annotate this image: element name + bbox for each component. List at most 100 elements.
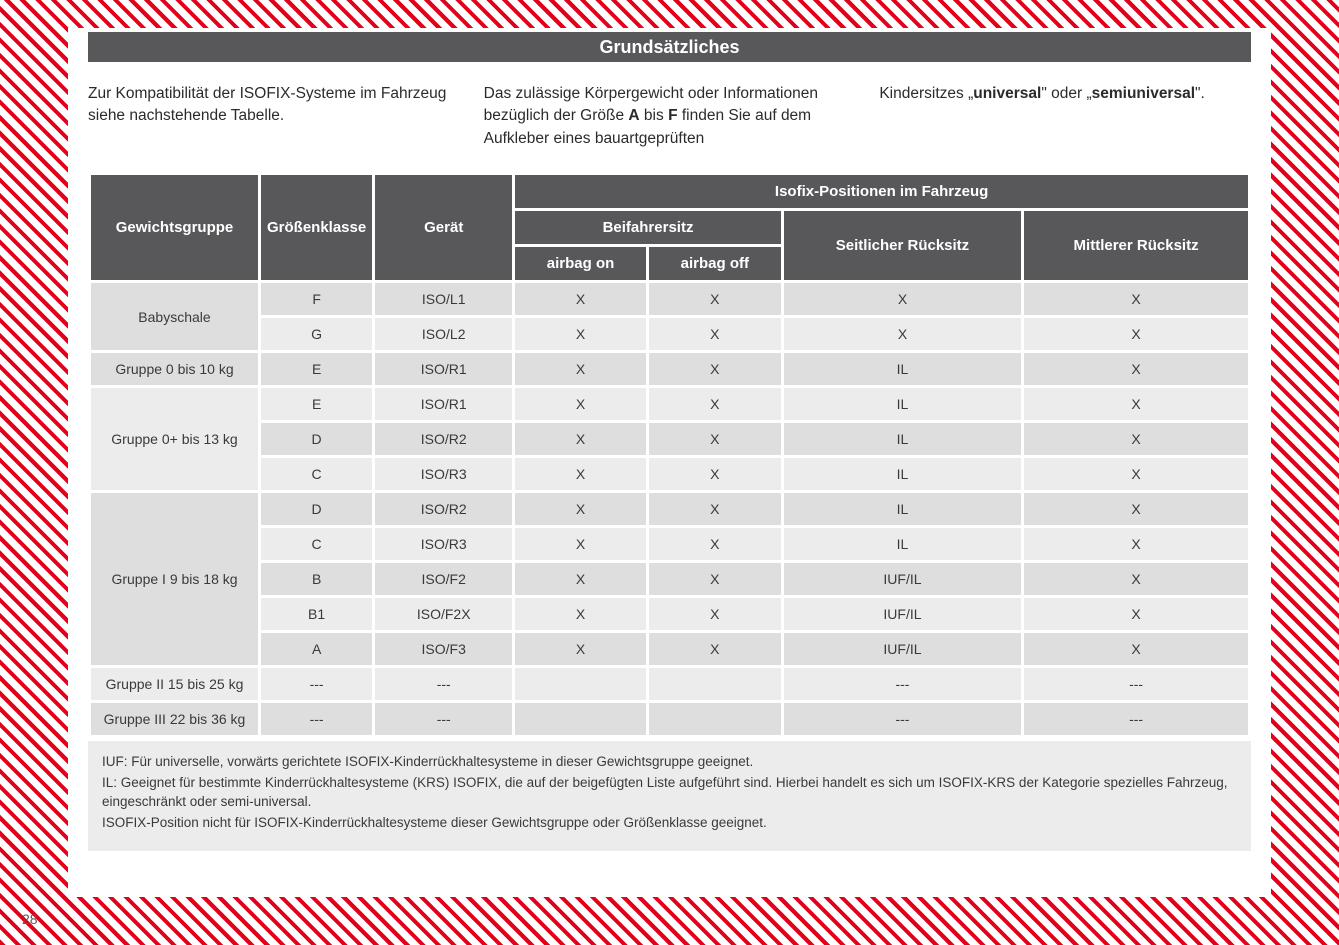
cell-side: --- <box>782 702 1022 737</box>
bold-letter-f: F <box>668 107 677 124</box>
table-row: BISO/F2XXIUF/ILX <box>90 562 1250 597</box>
th-airbag-on: airbag on <box>514 246 648 282</box>
cell-size: C <box>260 457 374 492</box>
page-number: 28 <box>22 911 38 927</box>
cell-side: IUF/IL <box>782 632 1022 667</box>
cell-center: X <box>1023 632 1250 667</box>
cell-center: --- <box>1023 702 1250 737</box>
cell-on <box>514 702 648 737</box>
cell-center: X <box>1023 457 1250 492</box>
table-row: Gruppe III 22 bis 36 kg------------ <box>90 702 1250 737</box>
cell-on: X <box>514 422 648 457</box>
legend-iuf: IUF: Für universelle, vorwärts gerichtet… <box>102 753 1237 772</box>
cell-size: B <box>260 562 374 597</box>
table-row: Gruppe I 9 bis 18 kgDISO/R2XXILX <box>90 492 1250 527</box>
legend: IUF: Für universelle, vorwärts gerichtet… <box>88 738 1251 851</box>
cell-device: ISO/R2 <box>374 492 514 527</box>
cell-device: ISO/R1 <box>374 387 514 422</box>
cell-device: --- <box>374 702 514 737</box>
cell-side: IL <box>782 387 1022 422</box>
page-content: Zur Kompatibilität der ISOFIX-Systeme im… <box>68 28 1271 897</box>
intro-text-fragment: Kindersitzes „ <box>879 85 973 102</box>
cell-center: X <box>1023 597 1250 632</box>
cell-center: X <box>1023 317 1250 352</box>
cell-center: X <box>1023 282 1250 317</box>
cell-size: E <box>260 352 374 387</box>
cell-device: ISO/F2X <box>374 597 514 632</box>
cell-size: --- <box>260 667 374 702</box>
cell-device: ISO/R1 <box>374 352 514 387</box>
cell-on: X <box>514 457 648 492</box>
cell-size: D <box>260 492 374 527</box>
cell-center: X <box>1023 527 1250 562</box>
table-row: B1ISO/F2XXXIUF/ILX <box>90 597 1250 632</box>
cell-on: X <box>514 387 648 422</box>
group-label: Gruppe 0+ bis 13 kg <box>90 387 260 492</box>
table-row: GISO/L2XXXX <box>90 317 1250 352</box>
cell-side: X <box>782 282 1022 317</box>
intro-text-fragment: " oder „ <box>1041 85 1091 102</box>
cell-device: ISO/L2 <box>374 317 514 352</box>
intro-text: Zur Kompatibilität der ISOFIX-Systeme im… <box>88 83 1251 150</box>
intro-text-fragment: ". <box>1195 85 1205 102</box>
cell-on: X <box>514 282 648 317</box>
bold-semiuniversal: semiuniversal <box>1092 85 1195 102</box>
intro-text-fragment: bis <box>640 107 668 124</box>
cell-device: --- <box>374 667 514 702</box>
cell-device: ISO/L1 <box>374 282 514 317</box>
legend-x: ISOFIX-Position nicht für ISOFIX-Kinderr… <box>102 814 1237 833</box>
table-row: CISO/R3XXILX <box>90 527 1250 562</box>
intro-col-1: Zur Kompatibilität der ISOFIX-Systeme im… <box>88 83 460 150</box>
cell-size: F <box>260 282 374 317</box>
cell-off <box>647 667 782 702</box>
cell-size: D <box>260 422 374 457</box>
cell-size: A <box>260 632 374 667</box>
cell-device: ISO/R3 <box>374 457 514 492</box>
cell-center: X <box>1023 492 1250 527</box>
cell-side: X <box>782 317 1022 352</box>
cell-size: B1 <box>260 597 374 632</box>
cell-center: --- <box>1023 667 1250 702</box>
th-side-rear: Seitlicher Rücksitz <box>782 210 1022 282</box>
cell-center: X <box>1023 422 1250 457</box>
bold-letter-a: A <box>628 107 639 124</box>
cell-off: X <box>647 632 782 667</box>
cell-off: X <box>647 527 782 562</box>
cell-off: X <box>647 492 782 527</box>
cell-size: E <box>260 387 374 422</box>
group-label: Gruppe 0 bis 10 kg <box>90 352 260 387</box>
intro-col-3: Kindersitzes „universal" oder „semiunive… <box>879 83 1251 150</box>
table-row: Gruppe II 15 bis 25 kg------------ <box>90 667 1250 702</box>
cell-device: ISO/R3 <box>374 527 514 562</box>
group-label: Gruppe III 22 bis 36 kg <box>90 702 260 737</box>
cell-size: G <box>260 317 374 352</box>
cell-side: IL <box>782 492 1022 527</box>
cell-side: --- <box>782 667 1022 702</box>
cell-center: X <box>1023 352 1250 387</box>
cell-side: IL <box>782 457 1022 492</box>
cell-device: ISO/R2 <box>374 422 514 457</box>
th-size-class: Größenklasse <box>260 174 374 282</box>
legend-il: IL: Geeignet für bestimmte Kinderrückhal… <box>102 774 1237 812</box>
cell-device: ISO/F2 <box>374 562 514 597</box>
table-row: Gruppe 0 bis 10 kgEISO/R1XXILX <box>90 352 1250 387</box>
cell-off: X <box>647 562 782 597</box>
th-center-rear: Mittlerer Rücksitz <box>1023 210 1250 282</box>
cell-on: X <box>514 597 648 632</box>
section-title: Grundsätzliches <box>88 32 1251 62</box>
th-airbag-off: airbag off <box>647 246 782 282</box>
cell-on: X <box>514 527 648 562</box>
cell-off <box>647 702 782 737</box>
cell-on <box>514 667 648 702</box>
group-label: Babyschale <box>90 282 260 352</box>
cell-side: IUF/IL <box>782 562 1022 597</box>
cell-off: X <box>647 317 782 352</box>
cell-off: X <box>647 387 782 422</box>
group-label: Gruppe II 15 bis 25 kg <box>90 667 260 702</box>
th-device: Gerät <box>374 174 514 282</box>
cell-side: IL <box>782 352 1022 387</box>
cell-size: C <box>260 527 374 562</box>
group-label: Gruppe I 9 bis 18 kg <box>90 492 260 667</box>
cell-device: ISO/F3 <box>374 632 514 667</box>
cell-center: X <box>1023 562 1250 597</box>
